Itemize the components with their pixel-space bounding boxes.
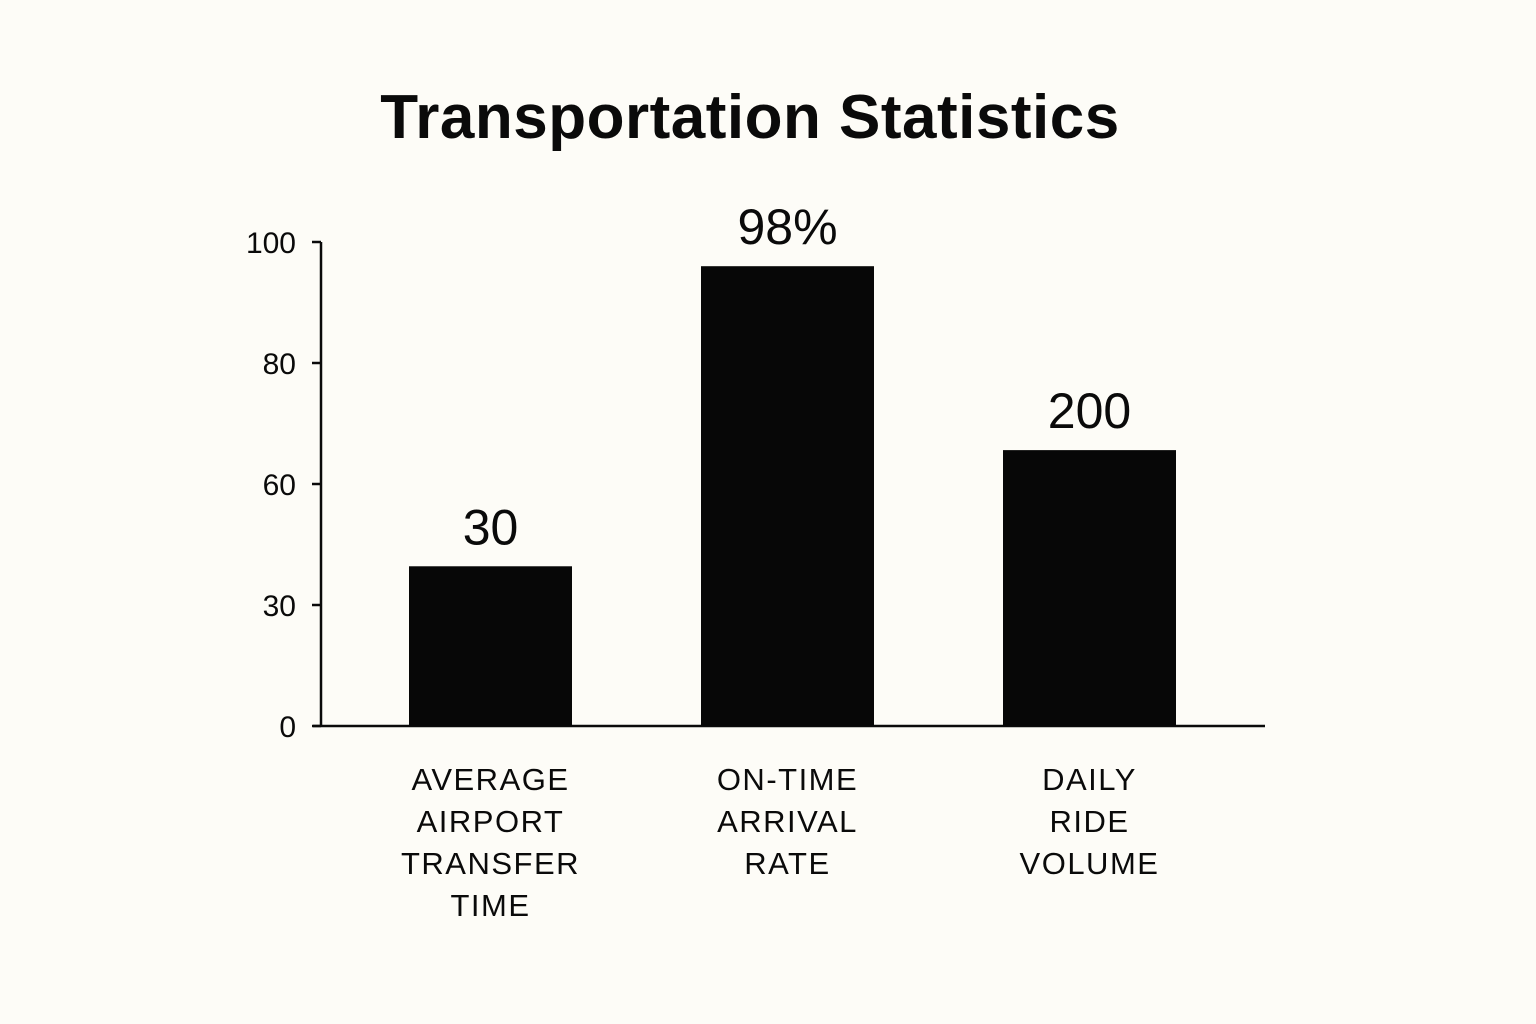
y-tick-label: 100 — [246, 227, 296, 260]
category-label: AVERAGE AIRPORT TRANSFER TIME — [401, 762, 580, 923]
bars — [409, 266, 1176, 726]
chart-title: Transportation Statistics — [380, 83, 1120, 152]
bar — [409, 566, 572, 726]
y-tick-label: 30 — [263, 590, 296, 623]
bar — [701, 266, 874, 726]
x-axis: AVERAGE AIRPORT TRANSFER TIME ON-TIME ARRIVAL… — [313, 724, 1265, 923]
y-ticks: 0 30 60 80 100 — [246, 227, 321, 744]
category-label: ON-TIME ARRIVAL RATE — [717, 762, 858, 881]
bar-value-label: 200 — [1048, 383, 1131, 439]
x-labels: AVERAGE AIRPORT TRANSFER TIME ON-TIME ARRIVAL… — [401, 762, 1160, 923]
y-tick-label: 0 — [279, 711, 296, 744]
y-tick-label: 80 — [263, 348, 296, 381]
bar-value-label: 98% — [737, 199, 837, 255]
bar-value-label: 30 — [463, 499, 519, 555]
y-tick-label: 60 — [263, 469, 296, 502]
y-axis: 0 30 60 80 100 — [246, 227, 323, 744]
category-label: DAILY RIDE VOLUME — [1020, 762, 1160, 881]
value-labels: 30 98% 200 — [463, 199, 1132, 555]
bar — [1003, 450, 1176, 726]
